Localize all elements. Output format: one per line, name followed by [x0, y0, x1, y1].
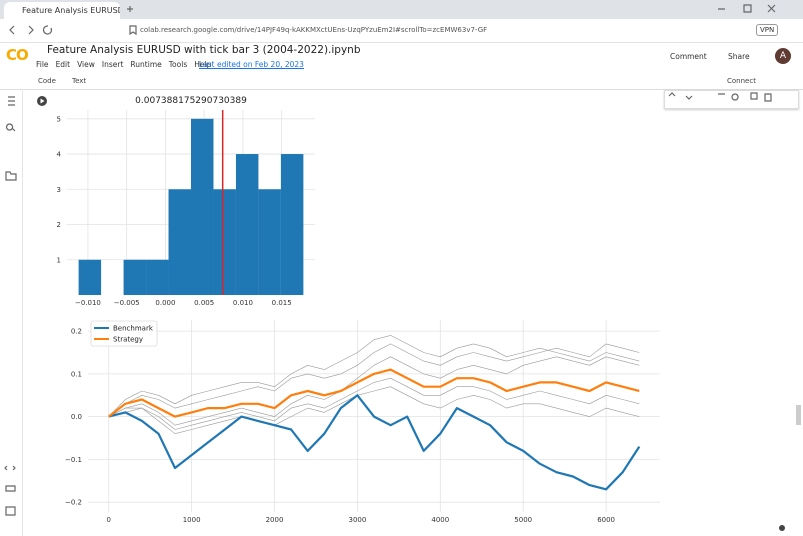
simulation-line	[108, 386, 640, 434]
cell-tools[interactable]	[668, 92, 772, 102]
histogram-bar	[168, 189, 191, 295]
files-icon[interactable]	[5, 171, 17, 181]
x-tick-label: 4000	[431, 516, 449, 524]
tab-strip	[0, 0, 803, 19]
toolbar	[0, 74, 803, 90]
menu-item[interactable]: View	[77, 60, 95, 69]
x-tick-label: −0.010	[75, 299, 101, 307]
legend-label: Strategy	[113, 336, 143, 344]
x-tick-label: 0.000	[155, 299, 175, 307]
x-tick-label: 0.005	[194, 299, 214, 307]
share-button[interactable]: Share	[728, 52, 750, 61]
menu-item[interactable]: Edit	[55, 60, 71, 69]
window-controls[interactable]	[718, 4, 776, 13]
y-tick-label: −0.2	[65, 499, 82, 507]
x-tick-label: 6000	[597, 516, 615, 524]
simulation-line	[108, 377, 640, 430]
histogram-bar	[146, 259, 169, 295]
simulation-line	[108, 343, 640, 417]
y-tick-label: 1	[57, 256, 61, 264]
x-tick-label: −0.005	[114, 299, 140, 307]
bottom-icons[interactable]	[4, 465, 16, 516]
y-tick-label: −0.1	[65, 456, 82, 464]
menu-item[interactable]: Tools	[168, 60, 188, 69]
legend-label: Benchmark	[113, 325, 154, 333]
legend: Benchmark Strategy	[90, 320, 158, 347]
colab-logo[interactable]: CO	[6, 46, 29, 64]
histogram-bar	[213, 189, 236, 295]
menu-item[interactable]: Help	[194, 60, 212, 69]
y-tick-label: 4	[57, 151, 62, 159]
simulation-line	[108, 335, 640, 417]
simulation-line	[108, 356, 640, 426]
menu-bar: File Edit View Insert Runtime Tools Help	[36, 60, 218, 69]
y-tick-label: 0.0	[71, 413, 82, 421]
y-tick-label: 0.1	[71, 370, 82, 378]
scrollbar[interactable]	[796, 405, 801, 425]
vpn-button[interactable]: VPN	[756, 24, 779, 36]
connect-button[interactable]: Connect	[727, 77, 756, 85]
url-bar[interactable]: colab.research.google.com/drive/14PJF49q…	[140, 26, 488, 34]
x-tick-label: 1000	[183, 516, 201, 524]
notebook-title[interactable]: Feature Analysis EURUSD with tick bar 3 …	[47, 44, 361, 56]
x-tick-label: 0	[106, 516, 110, 524]
add-text-button[interactable]: Text	[72, 77, 87, 85]
x-tick-label: 3000	[349, 516, 367, 524]
chart-title: 0.007388175290730389	[135, 96, 247, 106]
sidebar	[0, 89, 23, 536]
histogram-bar	[123, 259, 147, 295]
menu-item[interactable]: File	[36, 60, 49, 69]
toc-icon[interactable]	[8, 96, 15, 106]
y-tick-label: 2	[57, 221, 61, 229]
bookmark-icon[interactable]	[129, 25, 137, 36]
series-line	[108, 368, 640, 418]
y-tick-label: 3	[57, 186, 61, 194]
avatar[interactable]: A	[775, 48, 791, 64]
nav-icons[interactable]	[9, 25, 53, 35]
x-tick-label: 5000	[514, 516, 532, 524]
x-tick-label: 0.010	[233, 299, 253, 307]
series-line	[108, 394, 641, 491]
new-tab-icon[interactable]	[127, 6, 133, 12]
add-code-button[interactable]: Code	[38, 77, 56, 85]
histogram-bar	[280, 154, 304, 295]
menu-item[interactable]: Runtime	[130, 60, 162, 69]
browser-tab[interactable]: Feature Analysis EURUSD with ti	[4, 2, 120, 19]
last-edited-link[interactable]: Last edited on Feb 20, 2023	[199, 60, 304, 69]
histogram-bar	[258, 189, 281, 295]
histogram-bar	[191, 118, 214, 295]
search-icon[interactable]	[5, 123, 16, 132]
histogram-bar	[78, 259, 102, 295]
address-row	[0, 19, 803, 43]
y-tick-label: 0.2	[71, 328, 82, 336]
y-tick-label: 5	[57, 115, 61, 123]
comment-button[interactable]: Comment	[670, 52, 707, 61]
x-tick-label: 0.015	[272, 299, 292, 307]
histogram-bar	[235, 154, 259, 295]
x-tick-label: 2000	[266, 516, 284, 524]
menu-item[interactable]: Insert	[101, 60, 124, 69]
